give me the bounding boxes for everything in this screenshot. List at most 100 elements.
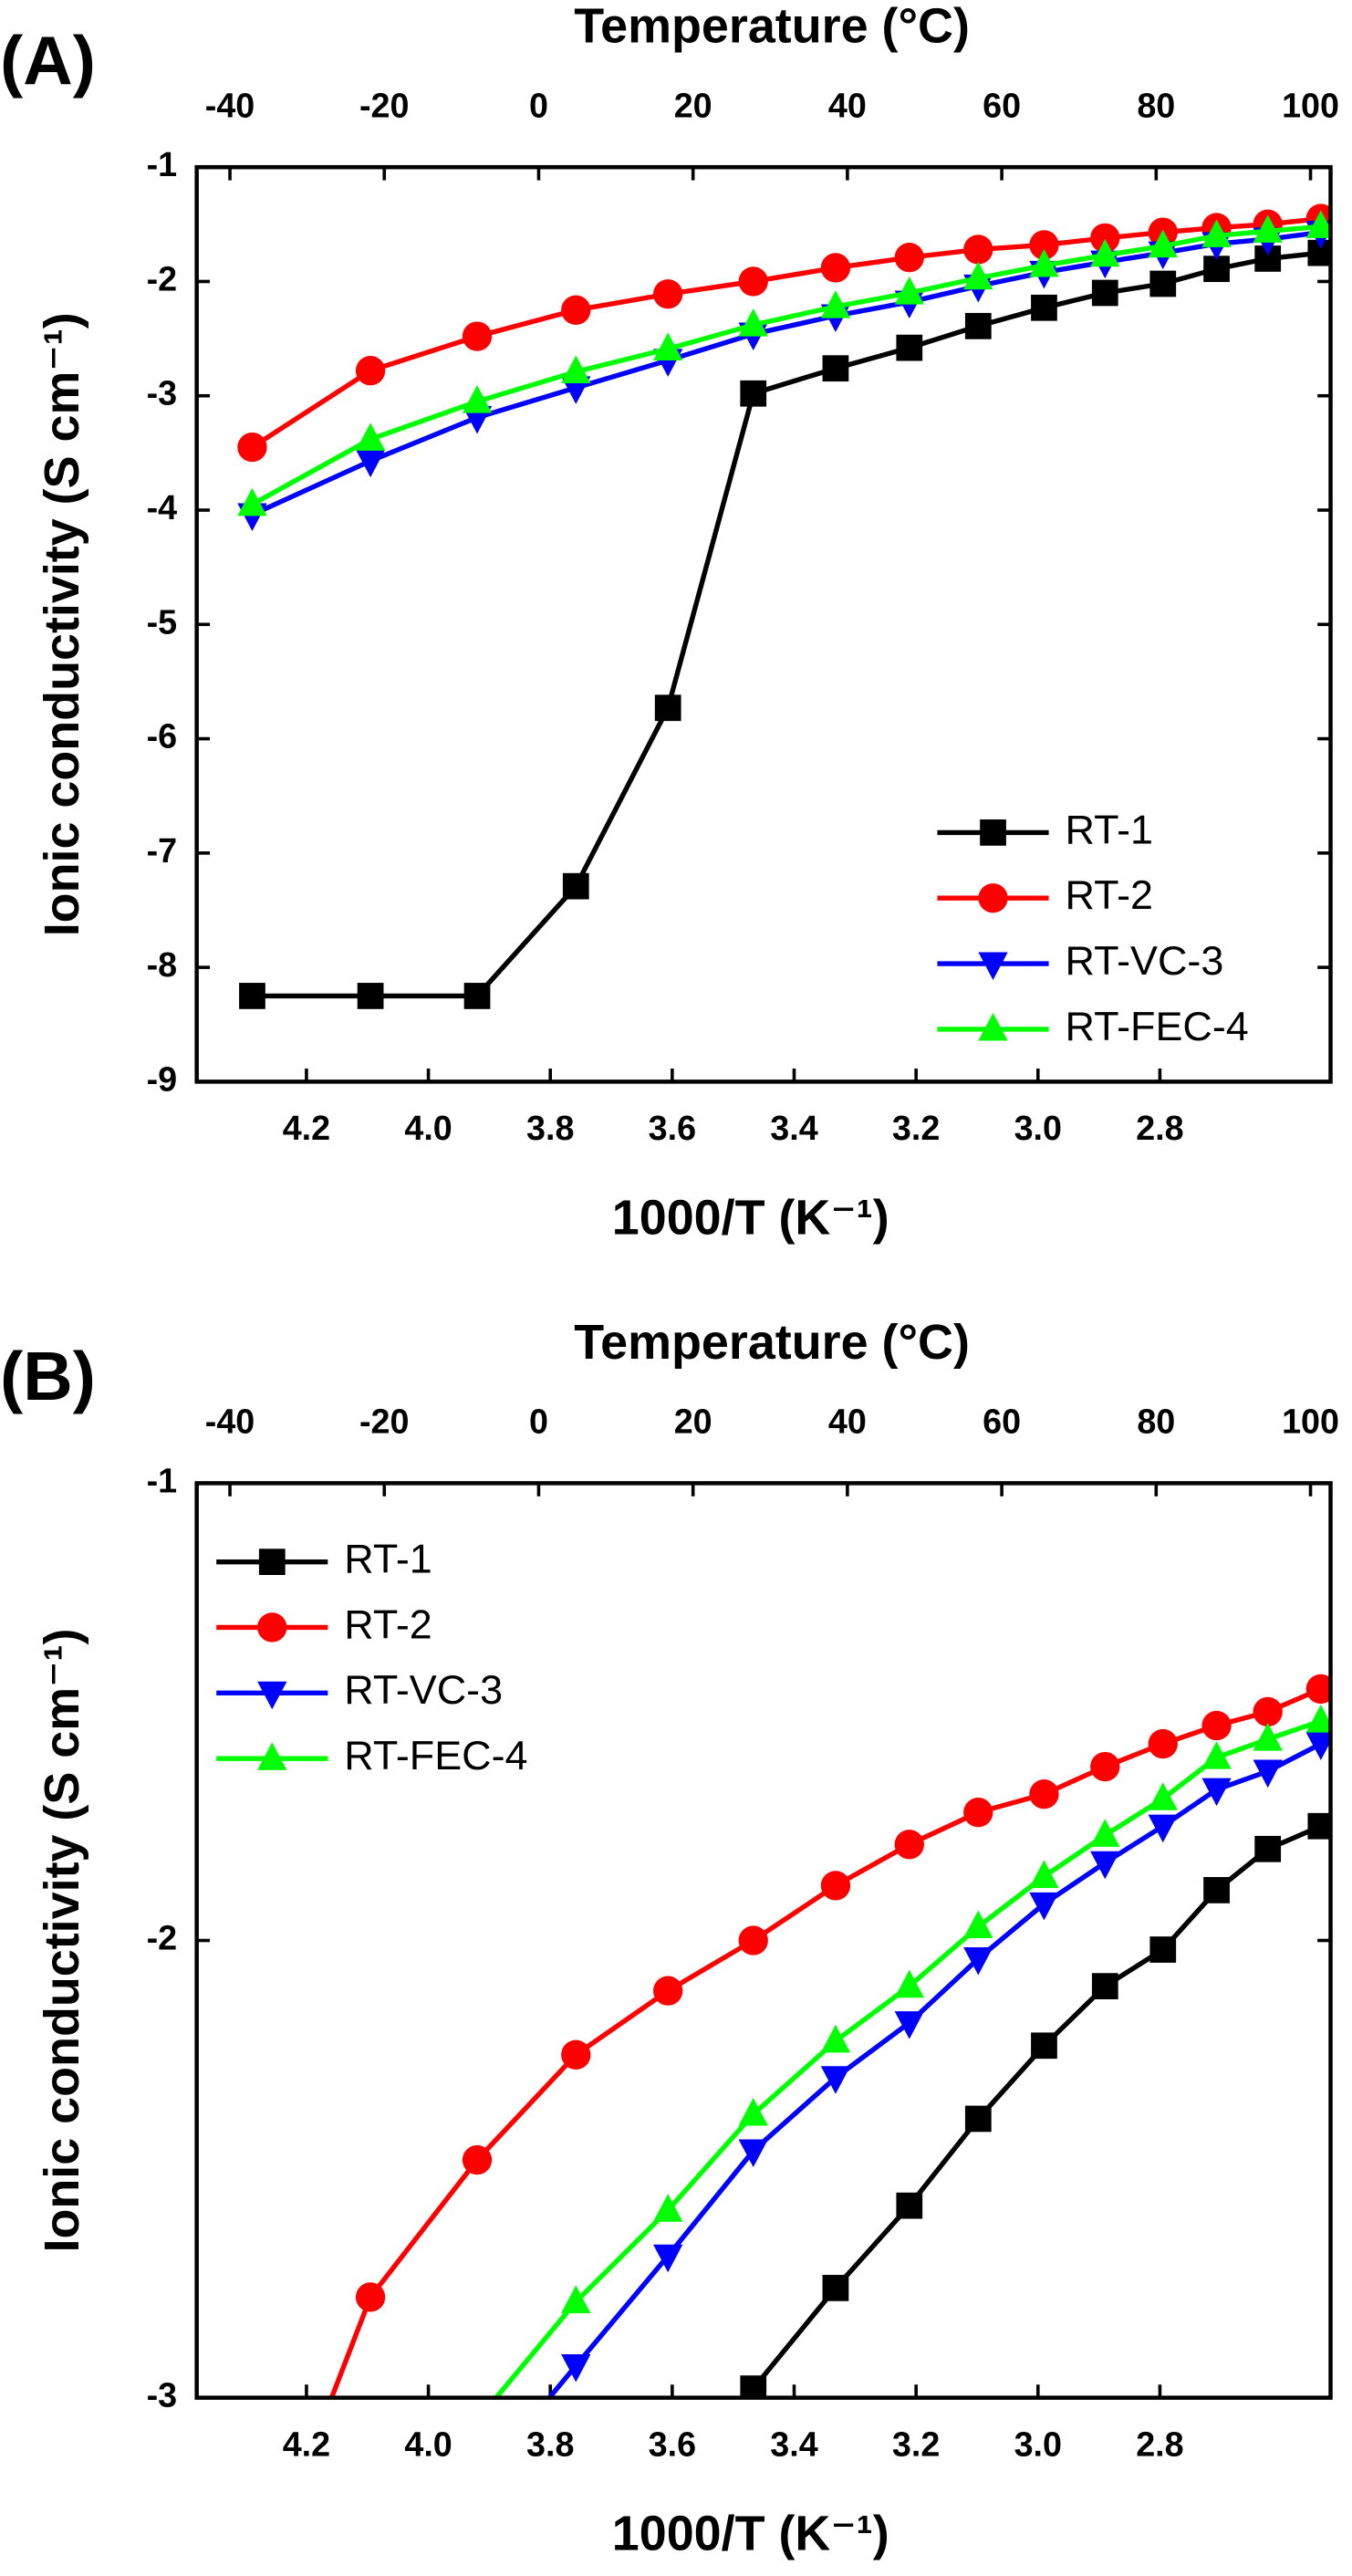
- marker: [1029, 1860, 1059, 1888]
- x-tick-label: 3.2: [892, 2425, 940, 2463]
- marker: [462, 2144, 493, 2175]
- y-tick-label: -9: [147, 1059, 178, 1098]
- marker: [1091, 279, 1118, 307]
- plot-frame: [194, 164, 1333, 1084]
- marker: [964, 2105, 992, 2133]
- x-tick-label: 3.8: [526, 1109, 574, 1147]
- marker: [257, 1681, 287, 1710]
- x2-tick-label: 60: [983, 87, 1021, 125]
- y-tick-label: -6: [147, 717, 178, 756]
- x2-tick-label: 80: [1137, 87, 1175, 125]
- marker: [1305, 1732, 1331, 1761]
- marker: [653, 1976, 683, 2006]
- plot-frame: [194, 1481, 1333, 2400]
- legend-label: RT-1: [344, 1535, 432, 1581]
- x-tick-label: 3.2: [892, 1109, 940, 1147]
- legend-label: RT-FEC-4: [344, 1732, 527, 1778]
- marker: [980, 819, 1006, 846]
- marker: [963, 261, 993, 290]
- marker: [740, 2375, 767, 2398]
- marker: [820, 1871, 851, 1901]
- marker: [654, 694, 681, 722]
- x2-axis-title: Temperature (°C): [574, 0, 970, 54]
- marker: [1148, 1728, 1178, 1759]
- x-axis-title: 1000/T (K⁻¹): [612, 1190, 889, 1245]
- x2-tick-label: 40: [828, 87, 867, 125]
- x-tick-label: 4.0: [404, 1109, 452, 1147]
- x2-tick-label: 100: [1282, 87, 1339, 125]
- x-axis-title: 1000/T (K⁻¹): [612, 2507, 889, 2561]
- chart: (A) Temperature (°C) 1000/T (K⁻¹) Ionic con…: [0, 0, 1339, 1245]
- legend-label: RT-VC-3: [344, 1666, 503, 1713]
- marker: [463, 2473, 492, 2501]
- marker: [896, 2192, 923, 2219]
- marker: [1031, 294, 1057, 321]
- panel-label: (A): [0, 22, 96, 99]
- marker: [1305, 1705, 1331, 1733]
- marker: [738, 2139, 768, 2167]
- y-tick-label: -3: [147, 374, 178, 412]
- x-tick-label: 4.2: [283, 2425, 330, 2463]
- plot-area: [237, 203, 1331, 1009]
- marker: [1149, 1936, 1177, 1963]
- marker: [561, 376, 591, 404]
- marker: [894, 1830, 924, 1860]
- marker: [1090, 238, 1120, 267]
- x-tick-label: 4.2: [283, 1109, 330, 1147]
- x2-tick-label: 40: [828, 1403, 867, 1441]
- marker: [355, 2282, 386, 2312]
- marker: [653, 2244, 683, 2273]
- legend: RT-1 RT-2 RT-VC-3 RT-FEC-4: [216, 1535, 528, 1778]
- x2-tick-label: 20: [674, 1403, 712, 1441]
- y-tick-label: -2: [147, 259, 178, 297]
- y-tick-label: -7: [147, 831, 178, 870]
- panel-label: (B): [0, 1338, 96, 1414]
- y-tick-label: -1: [147, 145, 178, 183]
- marker: [561, 2039, 591, 2070]
- marker: [257, 1612, 287, 1643]
- series-line: [252, 250, 1322, 999]
- marker: [258, 1549, 286, 1576]
- x2-tick-label: -20: [359, 87, 410, 125]
- legend-label: RT-1: [1066, 806, 1153, 852]
- x2-tick-label: 100: [1282, 1403, 1339, 1441]
- y-tick-label: -2: [147, 1918, 178, 1956]
- marker: [1203, 1877, 1230, 1903]
- x2-tick-label: 0: [529, 1403, 548, 1441]
- x-tick-label: 2.8: [1136, 1109, 1183, 1147]
- marker: [1029, 230, 1059, 260]
- marker: [738, 2097, 768, 2126]
- x-tick-label: 3.4: [770, 1109, 817, 1147]
- x-tick-label: 3.4: [770, 2425, 817, 2463]
- x2-tick-label: 80: [1137, 1403, 1175, 1441]
- marker: [653, 332, 683, 360]
- y-tick-label: -5: [147, 602, 178, 641]
- marker: [978, 952, 1008, 981]
- marker: [820, 253, 851, 283]
- marker: [963, 1798, 993, 1828]
- marker: [653, 279, 683, 309]
- marker: [820, 2066, 851, 2094]
- marker: [963, 235, 993, 265]
- marker: [463, 983, 491, 1009]
- legend-label: RT-2: [1066, 871, 1153, 918]
- marker: [462, 385, 493, 413]
- marker: [1203, 256, 1230, 283]
- marker: [356, 2555, 385, 2571]
- x-tick-label: 3.8: [526, 2425, 574, 2463]
- x-tick-label: 2.8: [1136, 2425, 1183, 2463]
- x2-axis-title: Temperature (°C): [574, 1315, 970, 1370]
- marker: [1253, 1759, 1283, 1789]
- marker: [822, 2274, 849, 2301]
- marker: [1090, 1751, 1120, 1782]
- y-axis-title: Ionic conductivity (S cm⁻¹): [35, 1629, 89, 2253]
- marker: [1201, 1710, 1232, 1741]
- y-tick-label: -4: [147, 488, 178, 527]
- x-tick-label: 3.6: [649, 2425, 696, 2463]
- marker: [1149, 270, 1177, 297]
- marker: [963, 1946, 993, 1976]
- marker: [1201, 1741, 1232, 1769]
- marker: [740, 380, 767, 407]
